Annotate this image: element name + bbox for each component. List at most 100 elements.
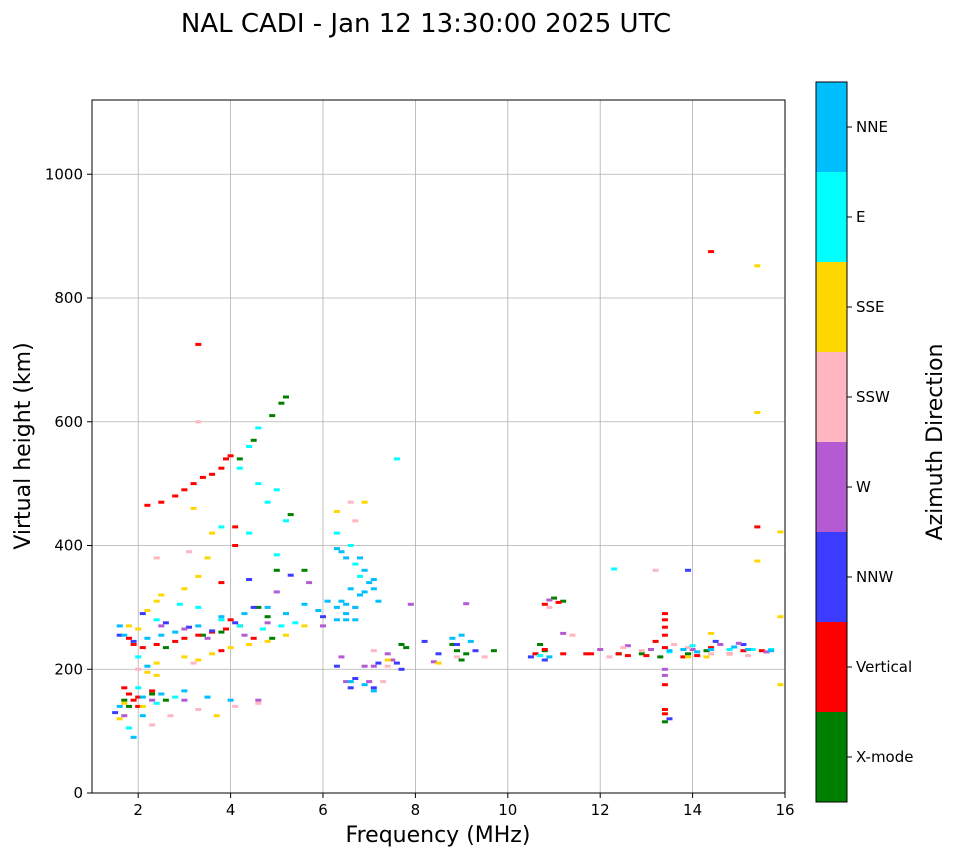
data-point [768,649,775,653]
data-point [264,621,271,625]
data-point [213,714,220,718]
x-tick-label: 16 [775,801,794,819]
data-point [287,573,294,577]
x-tick-label: 8 [411,801,421,819]
data-point [246,578,253,581]
data-point [333,605,340,609]
data-point [421,639,428,643]
data-point [135,627,142,631]
data-point [158,633,165,637]
data-point [458,633,465,637]
data-point [338,550,345,554]
data-point [121,686,128,690]
data-point [661,618,668,622]
data-point [126,704,132,708]
data-point [370,649,377,653]
y-axis-label: Virtual height (km) [11,342,36,549]
data-point [149,723,156,727]
data-point [246,445,253,448]
data-point [726,648,733,651]
data-point [343,556,350,560]
data-point [236,624,243,628]
data-point [121,701,128,705]
data-point [384,658,391,662]
data-point [181,698,188,702]
data-point [611,567,618,571]
data-point [227,454,234,458]
data-point [116,633,123,637]
data-point [541,602,548,606]
data-point [384,652,391,656]
colorbar-category-label: NNE [856,118,888,136]
data-point [149,689,156,693]
data-point [259,627,266,631]
data-point [361,500,368,504]
data-point [338,655,345,659]
data-point [149,698,156,702]
data-point [292,621,299,625]
data-point [250,636,257,640]
data-point [661,646,668,650]
data-point [264,605,271,609]
data-point [370,686,377,690]
data-point [204,556,211,560]
data-point [269,636,276,640]
data-point [449,636,456,640]
data-point [153,701,160,705]
data-point [352,605,359,609]
colorbar-segment [816,352,847,442]
data-point [370,587,377,591]
data-point [112,711,119,715]
data-point [393,661,400,665]
data-point [435,652,442,656]
data-point [209,472,216,476]
data-point [116,717,123,721]
data-point [199,633,206,637]
data-point [144,664,151,668]
data-point [236,466,243,470]
data-point [490,649,497,653]
x-tick-label: 10 [498,801,517,819]
data-point [703,655,710,659]
series-ssw [135,420,751,727]
data-point [735,641,742,645]
data-point [209,531,216,535]
data-point [661,673,668,677]
data-point [532,652,539,656]
data-point [190,482,197,486]
data-point [250,438,257,442]
data-point [273,590,280,594]
data-point [181,587,188,591]
data-point [121,698,128,702]
data-point [186,550,192,554]
data-point [218,525,225,529]
y-tick-label: 800 [54,289,83,307]
data-point [624,654,631,658]
data-point [606,655,613,659]
data-point [361,568,368,572]
data-point [361,590,368,594]
data-point [703,649,710,653]
data-point [685,652,691,656]
data-point [375,599,382,603]
data-point [320,624,326,628]
data-point [560,599,567,603]
data-point [172,639,179,643]
data-point [680,655,687,659]
data-point [708,250,715,254]
colorbar-segment [816,172,847,262]
data-point [694,654,701,658]
data-point [116,624,123,628]
data-point [149,692,156,696]
data-point [745,648,751,651]
data-point [195,633,202,637]
data-point [181,488,188,492]
data-point [370,689,377,693]
data-point [551,596,557,600]
data-point [403,646,410,650]
data-point [694,650,701,654]
data-point [126,636,132,640]
data-point [195,420,202,424]
x-tick-label: 6 [318,801,328,819]
data-point [130,698,137,702]
